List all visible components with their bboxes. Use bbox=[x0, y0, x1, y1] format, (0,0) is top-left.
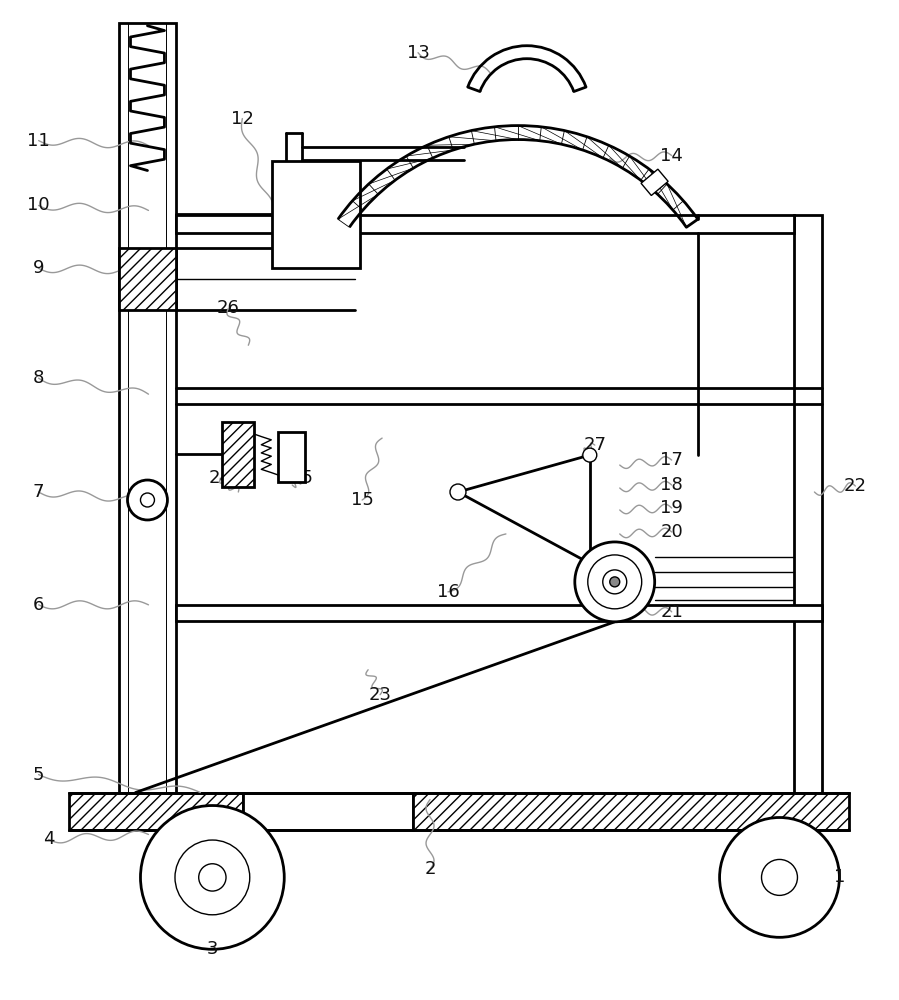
Text: 2: 2 bbox=[424, 860, 436, 878]
Text: 5: 5 bbox=[33, 766, 44, 784]
Text: 16: 16 bbox=[437, 583, 459, 601]
Text: 24: 24 bbox=[209, 469, 232, 487]
Text: 20: 20 bbox=[660, 523, 683, 541]
Text: 11: 11 bbox=[27, 132, 50, 150]
Bar bbox=[413, 793, 850, 830]
Circle shape bbox=[140, 493, 155, 507]
Circle shape bbox=[602, 570, 627, 594]
Text: 18: 18 bbox=[660, 476, 683, 494]
Text: 3: 3 bbox=[207, 940, 218, 958]
Bar bbox=[119, 23, 176, 793]
Text: 19: 19 bbox=[660, 499, 683, 517]
Circle shape bbox=[761, 859, 797, 895]
Text: 15: 15 bbox=[351, 491, 374, 509]
Bar bbox=[176, 605, 823, 621]
Bar bbox=[68, 793, 244, 830]
Text: 17: 17 bbox=[660, 451, 683, 469]
Bar bbox=[176, 215, 795, 233]
Text: 27: 27 bbox=[583, 436, 606, 454]
Text: 1: 1 bbox=[833, 868, 845, 886]
Circle shape bbox=[128, 480, 167, 520]
Circle shape bbox=[574, 542, 654, 622]
Circle shape bbox=[583, 448, 597, 462]
Text: 21: 21 bbox=[660, 603, 683, 621]
Text: 7: 7 bbox=[33, 483, 44, 501]
Text: 9: 9 bbox=[33, 259, 44, 277]
Text: 26: 26 bbox=[217, 299, 240, 317]
Bar bbox=[272, 161, 360, 268]
Text: 8: 8 bbox=[33, 369, 44, 387]
Text: 12: 12 bbox=[231, 110, 254, 128]
Text: 25: 25 bbox=[290, 469, 314, 487]
Text: 23: 23 bbox=[369, 686, 392, 704]
Bar bbox=[641, 169, 668, 196]
Circle shape bbox=[719, 818, 840, 937]
Text: 4: 4 bbox=[43, 830, 54, 848]
Text: 10: 10 bbox=[27, 196, 50, 214]
Circle shape bbox=[140, 806, 284, 949]
Circle shape bbox=[610, 577, 619, 587]
Bar bbox=[222, 422, 254, 487]
Circle shape bbox=[199, 864, 226, 891]
Bar bbox=[244, 793, 413, 830]
Circle shape bbox=[588, 555, 642, 609]
Text: 14: 14 bbox=[660, 147, 683, 165]
Circle shape bbox=[175, 840, 250, 915]
Bar bbox=[279, 432, 306, 482]
Text: 22: 22 bbox=[844, 477, 867, 495]
Bar bbox=[119, 248, 176, 310]
Circle shape bbox=[450, 484, 466, 500]
Text: 6: 6 bbox=[33, 596, 44, 614]
Bar bbox=[795, 215, 823, 793]
Text: 13: 13 bbox=[406, 44, 430, 62]
